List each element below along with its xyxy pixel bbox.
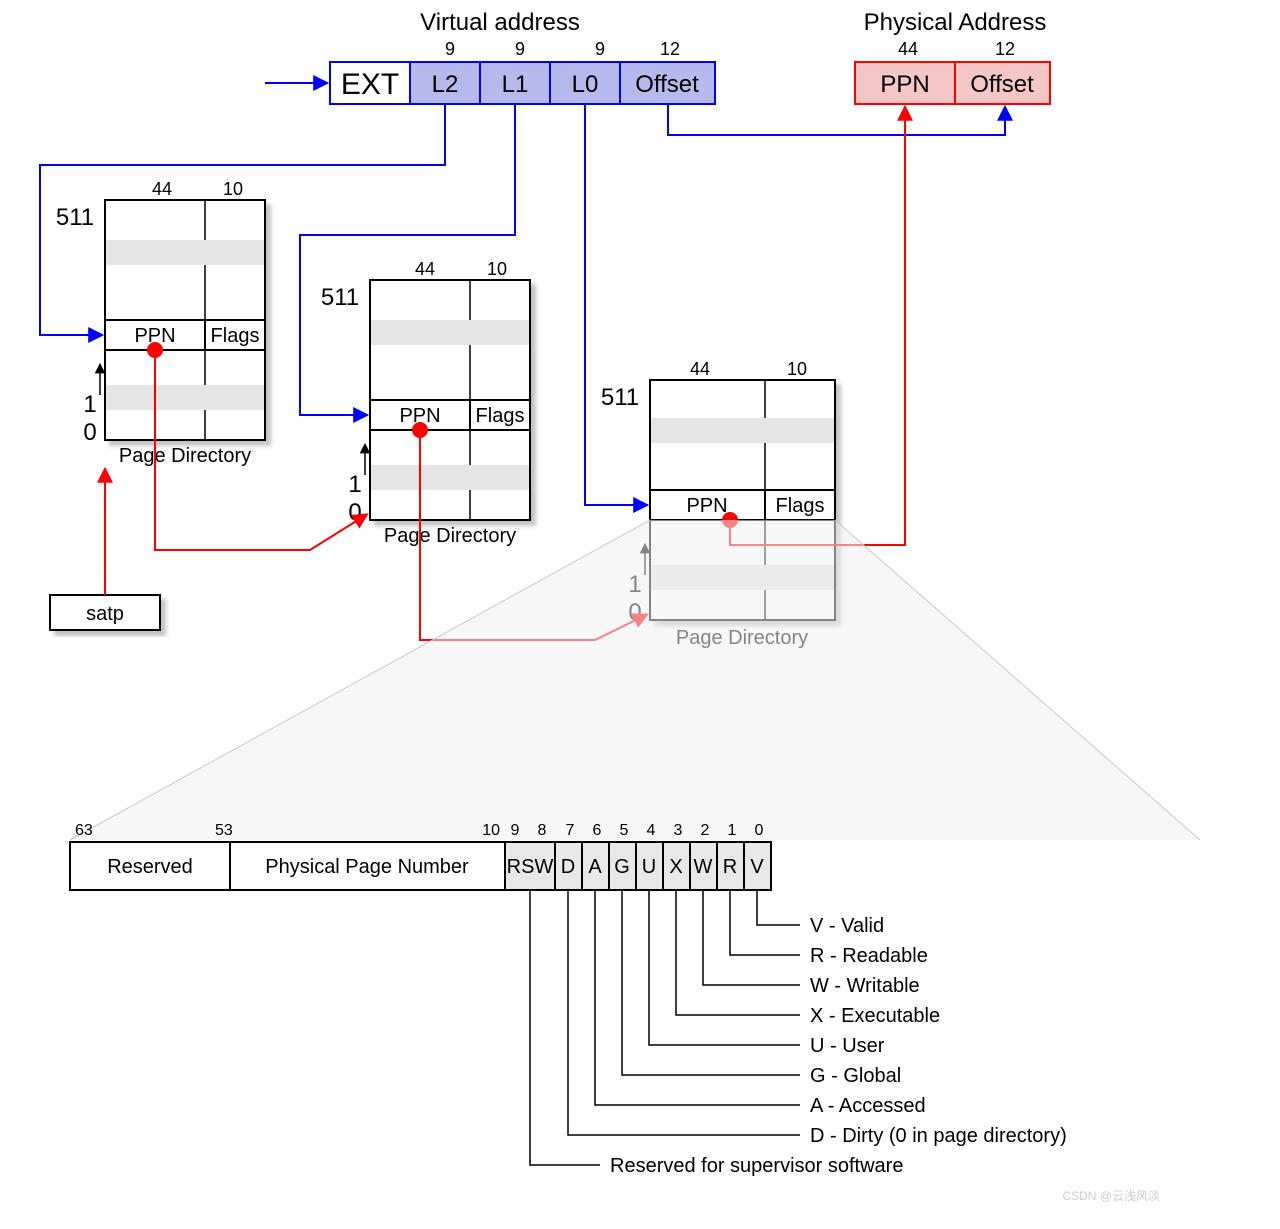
pd2: 44 10 PPN Flags 511 1 0 Page Directory <box>321 259 530 547</box>
svg-text:Physical Page Number: Physical Page Number <box>265 856 469 878</box>
l0-bits: 9 <box>595 39 605 59</box>
va-ext: EXT <box>341 68 399 101</box>
pa-ppn: PPN <box>880 71 929 98</box>
pa-boxes: 44 12 PPN Offset <box>855 39 1050 104</box>
svg-text:RSW: RSW <box>507 856 554 878</box>
l1-bits: 9 <box>515 39 525 59</box>
svg-text:Page Directory: Page Directory <box>119 445 251 467</box>
va-offset: Offset <box>635 71 699 98</box>
svg-text:G: G <box>614 856 630 878</box>
svg-text:44: 44 <box>415 259 435 279</box>
svg-text:A: A <box>588 856 602 878</box>
svg-text:3: 3 <box>674 822 683 839</box>
svg-text:R: R <box>723 856 737 878</box>
l2-bits: 9 <box>445 39 455 59</box>
svg-text:X - Executable: X - Executable <box>810 1005 940 1027</box>
watermark: CSDN @云浅风淡 <box>1062 1189 1160 1203</box>
svg-text:5: 5 <box>620 822 629 839</box>
va-title: Virtual address <box>420 9 580 36</box>
svg-text:0: 0 <box>83 419 96 446</box>
svg-text:W: W <box>694 856 713 878</box>
legend-text: V - Valid R - Readable W - Writable X - … <box>610 915 1067 1177</box>
va-l1: L1 <box>502 71 529 98</box>
svg-text:A - Accessed: A - Accessed <box>810 1095 926 1117</box>
svg-text:10: 10 <box>223 179 243 199</box>
svg-text:Page Directory: Page Directory <box>384 525 516 547</box>
projection-wedge <box>70 520 1200 840</box>
svg-text:1: 1 <box>348 471 361 498</box>
svg-text:2: 2 <box>701 822 710 839</box>
svg-text:satp: satp <box>86 603 124 625</box>
pd1: 44 10 PPN Flags 511 1 0 Page Directory <box>56 179 265 467</box>
pa-offset-bits: 12 <box>995 39 1015 59</box>
svg-text:Reserved: Reserved <box>107 856 193 878</box>
svg-text:8: 8 <box>538 822 547 839</box>
svg-text:10: 10 <box>787 359 807 379</box>
va-l0: L0 <box>572 71 599 98</box>
svg-text:6: 6 <box>593 822 602 839</box>
va-l2: L2 <box>432 71 459 98</box>
svg-text:10: 10 <box>487 259 507 279</box>
svg-text:9: 9 <box>511 822 520 839</box>
svg-text:4: 4 <box>647 822 656 839</box>
svg-text:511: 511 <box>321 284 359 311</box>
svg-text:PPN: PPN <box>686 495 727 517</box>
svg-text:63: 63 <box>75 822 93 839</box>
offset-arrow <box>668 104 1005 135</box>
ppn-bits: 44 <box>898 39 918 59</box>
svg-text:G - Global: G - Global <box>810 1065 901 1087</box>
legend-lines <box>530 890 800 1165</box>
va-boxes: 9 9 9 12 EXT L2 L1 L0 Offset <box>330 39 715 104</box>
svg-text:Flags: Flags <box>476 405 525 427</box>
svg-text:U - User: U - User <box>810 1035 885 1057</box>
pa-offset: Offset <box>970 71 1034 98</box>
satp: satp <box>50 595 160 630</box>
svg-text:D: D <box>561 856 575 878</box>
svg-text:X: X <box>669 856 682 878</box>
svg-text:44: 44 <box>152 179 172 199</box>
svg-text:V - Valid: V - Valid <box>810 915 884 937</box>
offset-bits: 12 <box>660 39 680 59</box>
svg-text:53: 53 <box>215 822 233 839</box>
svg-text:7: 7 <box>566 822 575 839</box>
svg-text:R - Readable: R - Readable <box>810 945 928 967</box>
svg-text:U: U <box>642 856 656 878</box>
svg-text:0: 0 <box>755 822 764 839</box>
svg-text:Flags: Flags <box>776 495 825 517</box>
svg-text:Reserved for supervisor softwa: Reserved for supervisor software <box>610 1155 903 1177</box>
svg-text:511: 511 <box>56 204 94 231</box>
svg-text:Flags: Flags <box>211 325 260 347</box>
svg-text:1: 1 <box>728 822 737 839</box>
svg-text:V: V <box>750 856 764 878</box>
svg-text:W - Writable: W - Writable <box>810 975 920 997</box>
pa-title: Physical Address <box>864 9 1047 36</box>
l0-arrow <box>585 104 646 505</box>
svg-text:44: 44 <box>690 359 710 379</box>
svg-text:D - Dirty (0 in page directory: D - Dirty (0 in page directory) <box>810 1125 1067 1147</box>
svg-text:10: 10 <box>482 822 500 839</box>
svg-text:511: 511 <box>601 384 639 411</box>
svg-text:1: 1 <box>83 391 96 418</box>
